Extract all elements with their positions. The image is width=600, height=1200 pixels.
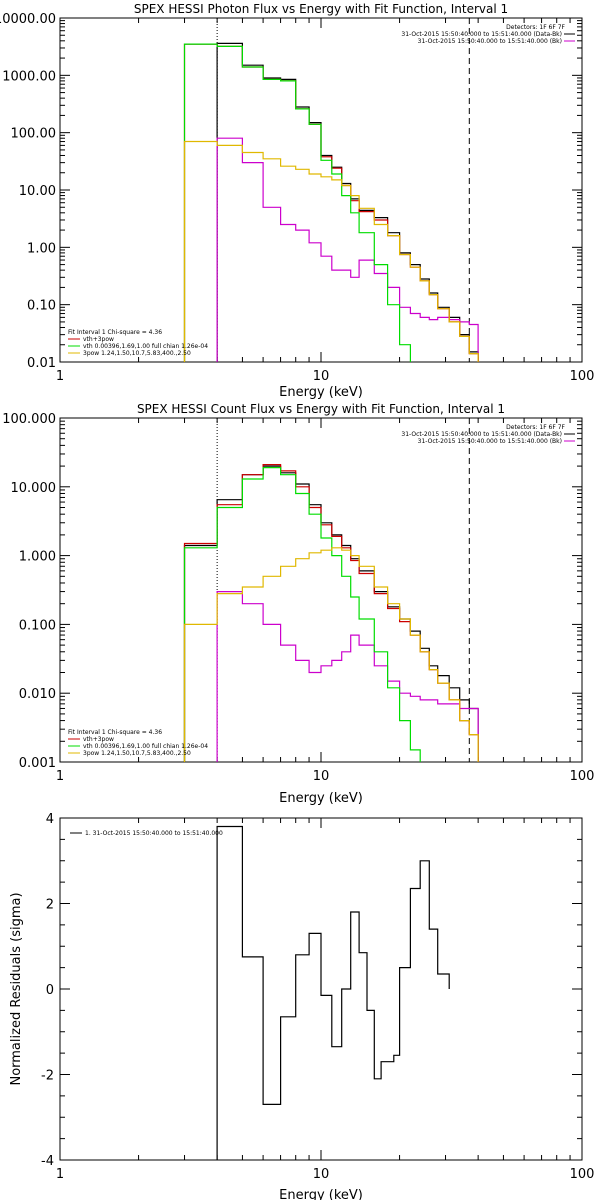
panel1-ytick-label: 0.10: [27, 299, 56, 314]
panel1-legend-chi: Fit Interval 1 Chi-square = 4.36: [68, 329, 162, 336]
panel2-ticks: 1 10 100 0.001 0.010 0.100 1.000 10.000 100.000: [2, 412, 594, 784]
panel1-title: SPEX HESSI Photon Flux vs Energy with Fi…: [134, 2, 508, 16]
panel1-xtick-label: 1: [56, 369, 64, 384]
panel3-ytick-label: -2: [41, 1069, 54, 1084]
panel1-series: [183, 18, 479, 362]
panel1-frame: [59, 17, 583, 363]
panel2-series-3: [183, 467, 421, 762]
panel2-xlabel: Energy (keV): [279, 791, 363, 806]
panel3-xtick-label: 1: [56, 1167, 64, 1182]
panel3-xtick-label: 10: [313, 1167, 330, 1182]
panel2-series: [183, 418, 479, 762]
panel2-legend-pow: 3pow 1.24,1.50,10.7,5.83,400.,2.50: [83, 750, 191, 757]
panel1-ytick-label: 10.00: [19, 184, 56, 199]
panel1-series-0: [216, 42, 479, 362]
panel3-xlabel: Energy (keV): [279, 1188, 363, 1200]
panel2-header: Detectors: 1F 6F 7F 31-Oct-2015 15:50:40…: [401, 424, 575, 445]
panel3-ylabel: Normalized Residuals (sigma): [9, 892, 24, 1085]
panel3-ytick-label: 4: [46, 812, 54, 827]
panel2-series-1: [216, 591, 479, 762]
panel2-header-databk: 31-Oct-2015 15:50:40.000 to 15:51:40.000…: [401, 431, 562, 438]
panel3-legend-label: 1. 31-Oct-2015 15:50:40.000 to 15:51:40.…: [85, 830, 223, 837]
panel2-frame: [59, 417, 583, 763]
panel1-ytick-label: 10000.00: [0, 12, 56, 27]
panel1-ytick-label: 0.01: [27, 356, 56, 371]
panel2-title: SPEX HESSI Count Flux vs Energy with Fit…: [137, 402, 505, 416]
panel2-xtick-label: 1: [56, 769, 64, 784]
panel2-legend: Fit Interval 1 Chi-square = 4.36 vth+3po…: [68, 729, 208, 757]
panel1-ytick-label: 100.00: [11, 127, 57, 142]
panel1-legend-total: vth+3pow: [83, 336, 114, 343]
panel1-legend: Fit Interval 1 Chi-square = 4.36 vth+3po…: [68, 329, 208, 357]
panel1-series-4: [183, 140, 479, 362]
panel1-series-1: [216, 137, 479, 362]
panel1-xlabel: Energy (keV): [279, 385, 363, 400]
panel2-series-4: [183, 547, 479, 762]
panel2-ytick-label: 0.100: [19, 618, 56, 633]
panel2-ytick-label: 1.000: [19, 550, 56, 565]
panel1-header-databk: 31-Oct-2015 15:50:40.000 to 15:51:40.000…: [401, 31, 562, 38]
panel1-ytick-label: 1.00: [27, 241, 56, 256]
panel1-series-3: [183, 43, 411, 362]
panel3-ytick-label: 0: [46, 983, 54, 998]
panel2-xtick-label: 100: [570, 769, 595, 784]
panel2-header-detectors: Detectors: 1F 6F 7F: [506, 424, 565, 431]
panel1-header-bk: 31-Oct-2015 15:50:40.000 to 15:51:40.000…: [418, 38, 562, 45]
panel2-ytick-label: 0.001: [19, 756, 56, 771]
panel2-legend-vth: vth 0.00396,1.69,1.00 full chian 1.26e-0…: [83, 743, 208, 750]
panel3-ytick-label: 2: [46, 898, 54, 913]
panel3-series: [216, 825, 450, 1160]
panel2-legend-total: vth+3pow: [83, 736, 114, 743]
panel1-header: Detectors: 1F 6F 7F 31-Oct-2015 15:50:40…: [401, 24, 575, 45]
panel1-legend-vth: vth 0.00396,1.69,1.00 full chian 1.26e-0…: [83, 343, 208, 350]
panel3-ytick-label: -4: [41, 1154, 54, 1169]
panel-count-flux: SPEX HESSI Count Flux vs Energy with Fit…: [2, 402, 594, 806]
panel-residuals: 1 10 100 -4 -2 0 2 4 1. 31-Oct-2015 15:50:40.00…: [9, 812, 594, 1200]
panel1-series-2: [183, 43, 479, 362]
panel1-legend-pow: 3pow 1.24,1.50,10.7,5.83,400.,2.50: [83, 350, 191, 357]
panel1-xtick-label: 100: [570, 369, 595, 384]
panel3-series-0: [216, 825, 450, 1160]
panel1-ticks: 1 10 100 0.01 0.10 1.00 10.00 100.00 1000.00 1000…: [0, 12, 594, 384]
panel3-ticks: 1 10 100 -4 -2 0 2 4: [41, 812, 594, 1182]
panel1-ytick-label: 1000.00: [2, 69, 56, 84]
panel2-ytick-label: 100.000: [2, 412, 56, 427]
panel2-ytick-label: 0.010: [19, 687, 56, 702]
panel2-header-bk: 31-Oct-2015 15:50:40.000 to 15:51:40.000…: [418, 438, 562, 445]
panel-photon-flux: SPEX HESSI Photon Flux vs Energy with Fi…: [0, 2, 594, 400]
panel2-series-0: [183, 465, 479, 762]
panel2-xtick-label: 10: [313, 769, 330, 784]
panel1-header-detectors: Detectors: 1F 6F 7F: [506, 24, 565, 31]
panel1-xtick-label: 10: [313, 369, 330, 384]
panel2-legend-chi: Fit Interval 1 Chi-square = 4.36: [68, 729, 162, 736]
panel2-ytick-label: 10.000: [11, 481, 57, 496]
panel3-xtick-label: 100: [570, 1167, 595, 1182]
panel3-legend: 1. 31-Oct-2015 15:50:40.000 to 15:51:40.…: [70, 830, 223, 837]
panel2-series-2: [183, 464, 479, 762]
